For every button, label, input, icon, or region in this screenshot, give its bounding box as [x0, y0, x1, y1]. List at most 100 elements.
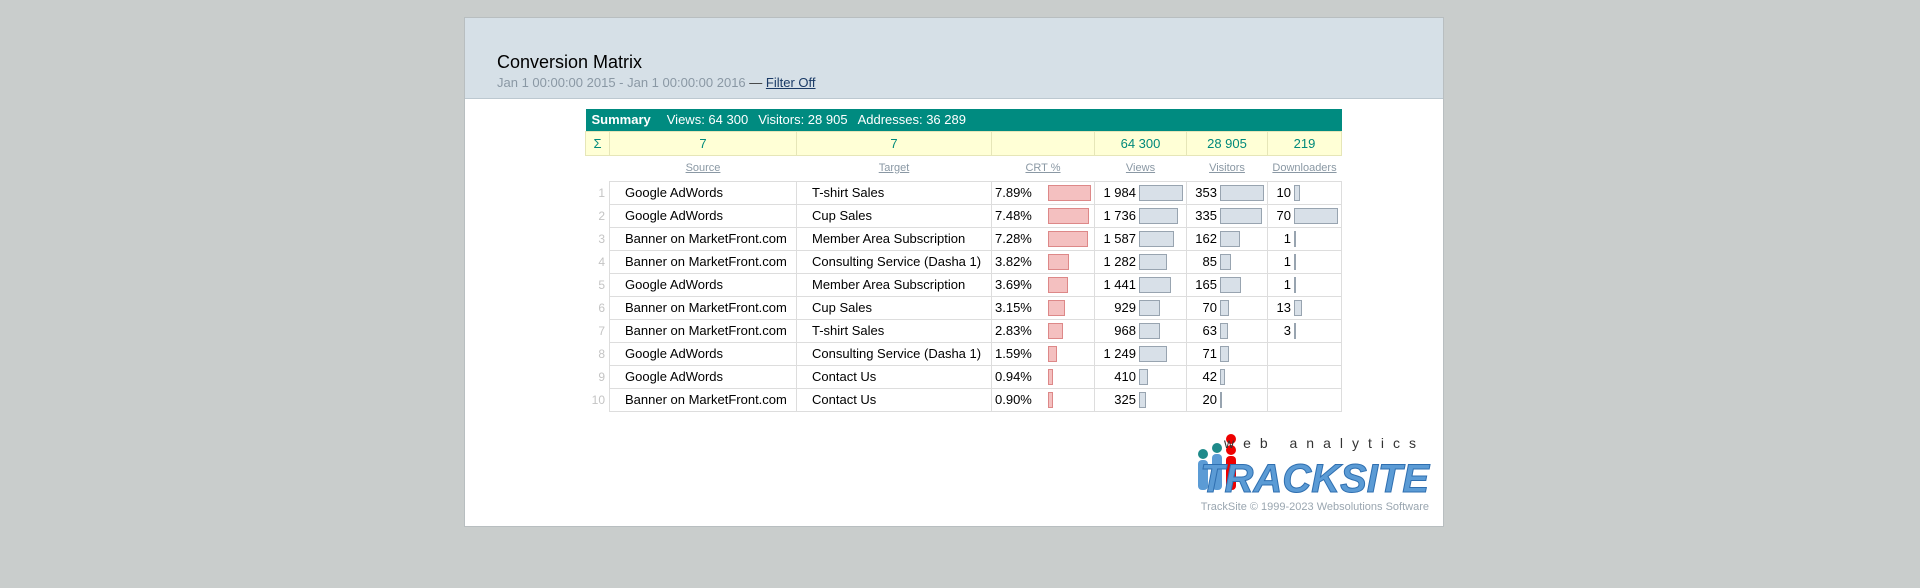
source-cell: Google AdWords	[610, 365, 797, 388]
column-sort-link[interactable]: CRT %	[1025, 162, 1060, 174]
target-cell: Cup Sales	[797, 296, 992, 319]
metric-value: 7.28%	[995, 231, 1045, 246]
metric-bar	[1048, 392, 1053, 408]
metric-value: 7.89%	[995, 185, 1045, 200]
totals-row: Σ7764 30028 905219	[586, 131, 1342, 155]
metric-cell: 3.82%	[992, 250, 1095, 273]
summary-row: SummaryViews: 64 300Visitors: 28 905Addr…	[586, 109, 1342, 131]
metric-bar	[1220, 277, 1241, 293]
metric-cell: 968	[1095, 319, 1187, 342]
metric-value: 335	[1190, 208, 1217, 223]
metric-value: 85	[1190, 254, 1217, 269]
metric-cell: 13	[1268, 296, 1342, 319]
totals-cell: 7	[797, 131, 992, 155]
totals-cell: 64 300	[1095, 131, 1187, 155]
metric-cell	[1268, 388, 1342, 411]
target-cell: Contact Us	[797, 388, 992, 411]
metric-bar	[1220, 346, 1229, 362]
row-index: 3	[586, 227, 610, 250]
metric-value: 1 587	[1098, 231, 1136, 246]
metric-bar	[1294, 323, 1296, 339]
data-row: 2Google AdWordsCup Sales7.48%1 73633570	[586, 204, 1342, 227]
metric-cell: 7.28%	[992, 227, 1095, 250]
metric-value: 968	[1098, 323, 1136, 338]
metric-cell: 0.94%	[992, 365, 1095, 388]
metric-cell	[1268, 365, 1342, 388]
source-cell: Banner on MarketFront.com	[610, 227, 797, 250]
metric-bar	[1220, 300, 1229, 316]
metric-bar	[1139, 231, 1174, 247]
row-index: 8	[586, 342, 610, 365]
metric-value: 7.48%	[995, 208, 1045, 223]
metric-cell: 325	[1095, 388, 1187, 411]
metric-value: 1	[1271, 277, 1291, 292]
row-index: 2	[586, 204, 610, 227]
data-row: 10Banner on MarketFront.comContact Us0.9…	[586, 388, 1342, 411]
column-sort-link[interactable]: Visitors	[1209, 162, 1245, 174]
column-header: CRT %	[992, 155, 1095, 181]
metric-cell: 1 587	[1095, 227, 1187, 250]
target-cell: Member Area Subscription	[797, 227, 992, 250]
metric-value: 162	[1190, 231, 1217, 246]
source-cell: Banner on MarketFront.com	[610, 319, 797, 342]
metric-cell: 70	[1268, 204, 1342, 227]
metric-cell: 353	[1187, 181, 1268, 204]
metric-value: 63	[1190, 323, 1217, 338]
column-sort-link[interactable]: Views	[1126, 162, 1155, 174]
metric-cell: 0.90%	[992, 388, 1095, 411]
column-sort-link[interactable]: Target	[879, 162, 910, 174]
metric-cell: 63	[1187, 319, 1268, 342]
metric-bar	[1139, 185, 1183, 201]
source-cell: Google AdWords	[610, 342, 797, 365]
source-cell: Google AdWords	[610, 204, 797, 227]
metric-cell: 162	[1187, 227, 1268, 250]
metric-bar	[1220, 208, 1262, 224]
metric-value: 1	[1271, 254, 1291, 269]
metric-bar	[1139, 369, 1148, 385]
metric-value: 1 249	[1098, 346, 1136, 361]
metric-bar	[1048, 323, 1063, 339]
data-row: 3Banner on MarketFront.comMember Area Su…	[586, 227, 1342, 250]
metric-bar	[1048, 185, 1091, 201]
totals-symbol: Σ	[586, 131, 610, 155]
data-row: 7Banner on MarketFront.comT-shirt Sales2…	[586, 319, 1342, 342]
totals-cell	[992, 131, 1095, 155]
metric-cell: 1	[1268, 227, 1342, 250]
metric-bar	[1220, 254, 1231, 270]
metric-cell: 1 249	[1095, 342, 1187, 365]
metric-bar	[1139, 323, 1160, 339]
totals-cell: 7	[610, 131, 797, 155]
metric-value: 0.94%	[995, 369, 1045, 384]
data-row: 6Banner on MarketFront.comCup Sales3.15%…	[586, 296, 1342, 319]
footer: TrackSite © 1999-2023 Websolutions Softw…	[1201, 501, 1429, 513]
metric-cell: 1 441	[1095, 273, 1187, 296]
totals-cell: 219	[1268, 131, 1342, 155]
logo-brand: TRACKSITE	[1200, 457, 1430, 500]
metric-value: 1 282	[1098, 254, 1136, 269]
row-index: 4	[586, 250, 610, 273]
metric-value: 42	[1190, 369, 1217, 384]
metric-cell: 1.59%	[992, 342, 1095, 365]
column-sort-link[interactable]: Source	[686, 162, 721, 174]
metric-value: 929	[1098, 300, 1136, 315]
summary-cell: SummaryViews: 64 300Visitors: 28 905Addr…	[586, 109, 1342, 131]
metric-bar	[1139, 300, 1160, 316]
metric-bar	[1048, 208, 1089, 224]
metric-value: 1 441	[1098, 277, 1136, 292]
data-row: 1Google AdWordsT-shirt Sales7.89%1 98435…	[586, 181, 1342, 204]
data-row: 9Google AdWordsContact Us0.94%41042	[586, 365, 1342, 388]
row-index: 10	[586, 388, 610, 411]
metric-bar	[1048, 300, 1065, 316]
summary-label: Summary	[592, 112, 651, 127]
panel: Conversion Matrix Jan 1 00:00:00 2015 - …	[464, 17, 1444, 527]
subtitle: Jan 1 00:00:00 2015 - Jan 1 00:00:00 201…	[497, 75, 816, 90]
metric-value: 1	[1271, 231, 1291, 246]
row-index: 5	[586, 273, 610, 296]
metric-cell: 1 736	[1095, 204, 1187, 227]
header-row: Source Target CRT % Views Visitors Downloader…	[586, 155, 1342, 181]
metric-bar	[1220, 231, 1240, 247]
filter-link[interactable]: Filter Off	[766, 75, 816, 90]
column-sort-link[interactable]: Downloaders	[1272, 162, 1336, 174]
metric-value: 13	[1271, 300, 1291, 315]
